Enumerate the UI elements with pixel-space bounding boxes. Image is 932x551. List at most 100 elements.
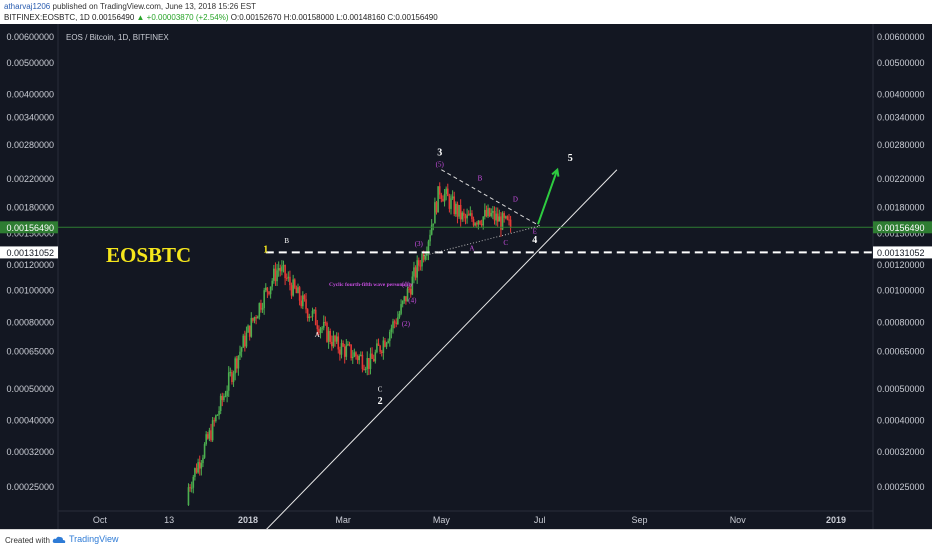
candle-body-71 — [302, 295, 304, 307]
candle-body-186 — [487, 208, 489, 217]
candle-body-53 — [273, 268, 275, 281]
candle-body-28 — [232, 373, 235, 383]
x-tick-2: 2018 — [238, 515, 258, 525]
candle-body-11 — [205, 434, 207, 445]
candle-body-85 — [324, 321, 327, 323]
uptrend-line — [266, 169, 618, 529]
x-tick-1: 13 — [164, 515, 174, 525]
candle-body-163 — [450, 198, 452, 209]
candle-body-190 — [493, 210, 496, 221]
candle-body-136 — [406, 288, 409, 302]
candle-body-107 — [360, 354, 362, 356]
candle-body-184 — [484, 209, 486, 217]
y-tick-left-10: 0.00080000 — [6, 317, 54, 327]
candle-body-142 — [416, 260, 418, 278]
price-tag-text-right-0: 0.00156490 — [877, 223, 925, 233]
candle-body-5 — [195, 468, 198, 473]
candle-body-65 — [292, 279, 294, 296]
price-tags: 0.00156490 0.00156490 0.00131052 0.00131052 — [0, 221, 932, 259]
candle-body-97 — [343, 346, 346, 357]
wave-label-4: 4 — [532, 235, 537, 246]
candle-body-4 — [194, 468, 196, 477]
candle-body-14 — [210, 430, 212, 441]
candle-body-169 — [459, 205, 462, 220]
candle-body-2 — [190, 487, 193, 489]
candle-body-171 — [463, 212, 465, 216]
x-tick-6: Sep — [631, 515, 647, 525]
candle-body-199 — [508, 219, 510, 221]
candle-body-149 — [427, 241, 430, 254]
symbol-label: BITFINEX:EOSBTC, 1D — [4, 13, 90, 22]
candle-body-176 — [471, 213, 473, 220]
candle-body-194 — [500, 216, 502, 230]
candle-body-110 — [364, 368, 367, 370]
candle-body-98 — [345, 345, 348, 357]
candle-body-165 — [453, 196, 456, 215]
triangle-label-5: A — [469, 244, 474, 252]
candle-body-88 — [329, 331, 332, 342]
candle-body-104 — [355, 352, 357, 357]
tradingview-logo[interactable]: TradingView — [52, 534, 119, 544]
price-chart[interactable]: 0.00600000 0.00500000 0.00400000 0.00340000… — [0, 24, 932, 529]
x-tick-7: Nov — [730, 515, 747, 525]
y-tick-right-14: 0.00032000 — [877, 447, 925, 457]
author-link[interactable]: atharvaj1206 — [4, 2, 51, 11]
y-tick-left-14: 0.00032000 — [6, 447, 54, 457]
x-tick-3: Mar — [335, 515, 351, 525]
y-tick-right-2: 0.00400000 — [877, 89, 925, 99]
candle-body-168 — [458, 205, 460, 217]
candle-body-172 — [464, 215, 467, 219]
candle-body-54 — [274, 268, 277, 282]
impulse-label-0: (3) — [415, 240, 424, 248]
price-change: ▲ +0.00003870 (+2.54%) — [136, 13, 229, 22]
candle-body-72 — [303, 295, 306, 300]
candle-body-32 — [239, 351, 241, 356]
candle-body-12 — [206, 434, 209, 439]
abc-label-0: B — [284, 237, 289, 245]
candle-body-164 — [451, 196, 454, 199]
candle-body-47 — [263, 290, 265, 309]
candle-body-127 — [392, 321, 394, 329]
candle-body-13 — [208, 430, 211, 439]
triangle-label-1: B — [478, 174, 483, 182]
candle-body-151 — [430, 224, 433, 235]
candle-body-125 — [388, 331, 391, 341]
candle-body-77 — [311, 310, 314, 317]
candle-body-20 — [219, 395, 222, 411]
triangle-lower-line — [423, 225, 540, 257]
candle-body-10 — [203, 444, 206, 458]
price-tag-text-left-1: 0.00131052 — [6, 248, 54, 258]
candle-body-153 — [434, 202, 436, 224]
candle-body-35 — [244, 335, 246, 347]
wave5-arrow-head — [551, 167, 560, 177]
candle-body-167 — [456, 203, 459, 217]
triangle-label-0: (5) — [436, 161, 445, 169]
candle-body-25 — [227, 372, 230, 391]
y-tick-right-3: 0.00340000 — [877, 112, 925, 122]
price-tag-text-right-1: 0.00131052 — [877, 248, 925, 258]
candle-body-160 — [445, 188, 447, 194]
tradingview-brand: TradingView — [69, 534, 119, 544]
wave5-arrow-shaft — [537, 169, 559, 225]
candle-body-177 — [472, 219, 475, 226]
abc-label-2: C — [378, 386, 383, 394]
candle-body-94 — [339, 349, 341, 355]
candle-body-15 — [211, 420, 214, 441]
candle-body-7 — [198, 462, 201, 469]
candle-body-86 — [326, 322, 328, 342]
y-tick-left-4: 0.00280000 — [6, 140, 54, 150]
candle-body-76 — [310, 316, 312, 318]
y-tick-left-13: 0.00040000 — [6, 415, 54, 425]
candle-body-116 — [374, 352, 377, 362]
y-tick-left-15: 0.00025000 — [6, 482, 54, 492]
candle-body-105 — [356, 356, 359, 361]
candle-body-21 — [221, 395, 224, 401]
triangle-label-3: E — [533, 227, 537, 235]
candle-body-147 — [424, 255, 427, 260]
triangle-label-2: D — [513, 195, 518, 203]
x-axis: Oct 13 2018 Mar May Jul Sep Nov 2019 — [93, 515, 846, 525]
drawings — [58, 167, 873, 529]
candle-body-156 — [438, 186, 441, 195]
candles — [187, 182, 512, 506]
candle-body-112 — [368, 358, 370, 369]
